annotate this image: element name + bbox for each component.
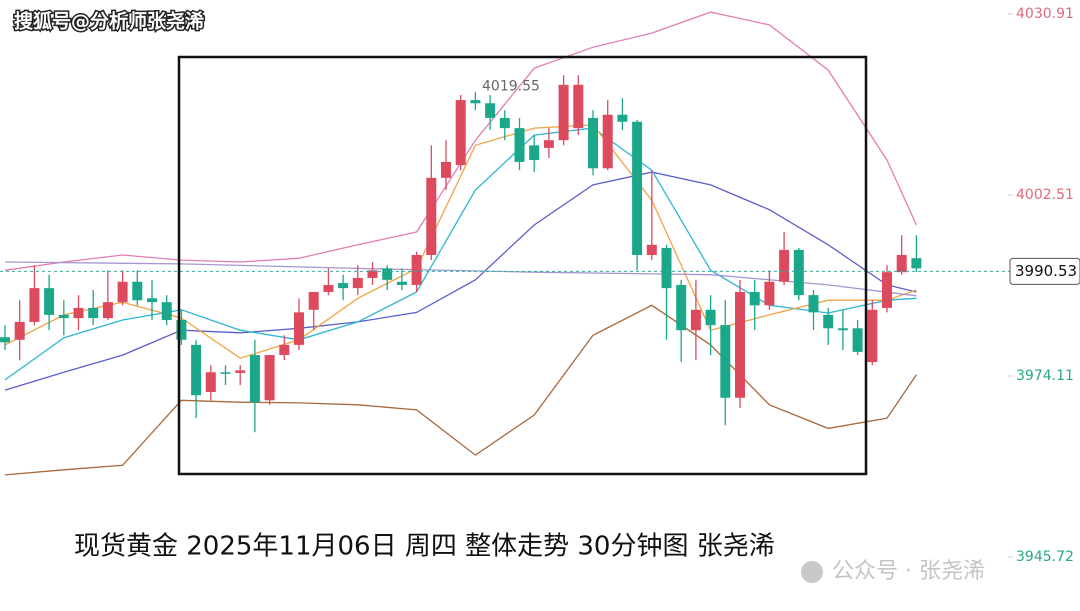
logo-icon: [801, 561, 823, 583]
candle-body: [294, 312, 304, 345]
candle-body: [852, 328, 863, 352]
candle-body: [632, 121, 643, 255]
plot: 4030.91 4002.51 3974.11 3945.72 3990.53 4019.…: [0, 6, 1080, 565]
candle-body: [441, 161, 451, 178]
candle-body: [176, 320, 187, 340]
candle-body: [690, 309, 701, 331]
candle-body: [558, 84, 569, 141]
candle-body: [573, 84, 584, 129]
indicator-line: [4, 11, 917, 271]
candle-body: [44, 288, 55, 315]
candle-body: [367, 270, 378, 278]
y-tick-label: 4030.91: [1016, 6, 1074, 22]
candle-body: [352, 277, 363, 289]
candle-body: [235, 370, 246, 373]
candle-body: [764, 281, 775, 306]
candle-body: [73, 307, 84, 319]
candle-body: [485, 103, 496, 118]
candle-body: [617, 114, 628, 122]
watermark-title: 搜狐号@分析师张尧浠: [14, 10, 204, 33]
candle-body: [220, 372, 231, 374]
candle-body: [793, 249, 804, 296]
candle-body: [749, 291, 760, 306]
candle-body: [837, 328, 848, 331]
candle-body: [514, 128, 525, 162]
candle-body: [0, 337, 10, 343]
candle-body: [411, 254, 422, 285]
candle-body: [646, 244, 657, 255]
candle-body: [29, 288, 40, 322]
candle-body: [58, 314, 69, 319]
candle-body: [323, 284, 334, 292]
last-price-box: [1009, 257, 1080, 285]
candle-body: [338, 283, 349, 289]
candle-body: [102, 302, 113, 319]
candle-body: [426, 177, 437, 255]
candle-body: [191, 344, 202, 396]
indicator-line: [4, 304, 917, 476]
candle-body: [661, 247, 672, 289]
candle-body: [779, 249, 790, 282]
candle-body: [896, 254, 907, 273]
max-label: 4019.55: [482, 78, 540, 94]
caption: 现货黄金 2025年11月06日 周四 整体走势 30分钟图 张尧浠: [74, 532, 775, 562]
candle-body: [147, 298, 157, 303]
candle-body: [382, 268, 393, 280]
candle-body: [720, 325, 731, 398]
candle-body: [132, 281, 143, 301]
candle-body: [249, 355, 260, 403]
candle-body: [14, 321, 25, 340]
candle-body: [117, 281, 128, 303]
y-tick-label: 3974.11: [1016, 368, 1074, 384]
candle-body: [470, 100, 481, 104]
candle-body: [529, 145, 540, 161]
highlight-box: [177, 55, 868, 476]
candle-body: [823, 314, 834, 329]
candle-body: [602, 114, 613, 169]
candle-body: [279, 344, 290, 356]
candle-body: [264, 355, 275, 401]
candle-body: [205, 372, 216, 393]
candle-body: [308, 291, 319, 310]
candle-body: [543, 140, 554, 148]
candle-body: [808, 295, 819, 313]
y-tick-label: 3945.72: [1016, 549, 1074, 565]
y-tick-label: 4002.51: [1016, 187, 1074, 203]
candle-body: [499, 117, 510, 129]
candle-body: [588, 117, 598, 169]
indicator-line: [4, 261, 917, 297]
candle-body: [455, 100, 466, 166]
candle-body: [911, 258, 922, 269]
candle-body: [161, 302, 172, 321]
watermark: 公众号 · 张尧浠: [832, 559, 985, 584]
candle-body: [735, 291, 745, 398]
candle-body: [88, 307, 99, 319]
candle-body: [705, 309, 716, 326]
indicator-line: [4, 171, 917, 391]
candle-body: [396, 281, 407, 285]
candle-body: [882, 272, 892, 308]
candle-body: [867, 309, 878, 363]
last-price-label: 3990.53: [1015, 262, 1077, 280]
candle-body: [676, 284, 687, 331]
